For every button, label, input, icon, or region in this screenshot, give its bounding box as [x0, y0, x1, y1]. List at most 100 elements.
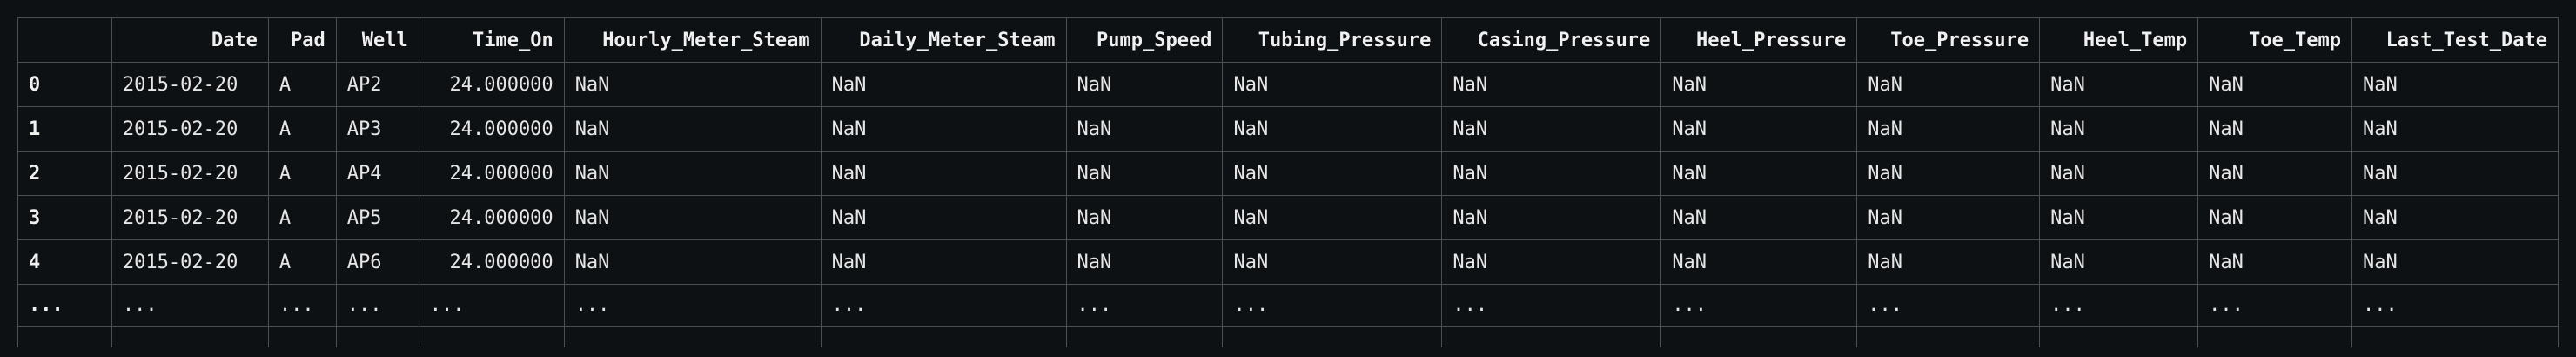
table-cell-stub — [1222, 326, 1443, 347]
table-cell: 2015-02-20 — [111, 195, 269, 240]
header-row: Date Pad Well Time_On Hourly_Meter_Steam… — [17, 17, 2559, 63]
table-cell: 2015-02-20 — [111, 239, 269, 285]
column-header-heel-temp: Heel_Temp — [2039, 17, 2199, 63]
table-cell-stub — [820, 326, 1067, 347]
column-header-time-on: Time_On — [418, 17, 565, 63]
table-cell: ... — [2351, 284, 2559, 327]
table-cell: ... — [335, 284, 419, 327]
table-cell: NaN — [2039, 62, 2199, 107]
table-cell: NaN — [563, 239, 822, 285]
table-row: 3 2015-02-20 A AP5 24.000000 NaN NaN NaN NaN NaN N… — [17, 195, 2559, 240]
table-cell: NaN — [1441, 239, 1662, 285]
column-header-toe-temp: Toe_Temp — [2197, 17, 2352, 63]
table-cell: NaN — [1222, 195, 1443, 240]
column-header-casing-pressure: Casing_Pressure — [1441, 17, 1662, 63]
column-header-well: Well — [335, 17, 419, 63]
table-cell: NaN — [2351, 195, 2559, 240]
table-cell: 2015-02-20 — [111, 151, 269, 196]
table-cell: NaN — [1065, 62, 1224, 107]
row-index: 3 — [17, 195, 112, 240]
row-index: ... — [17, 284, 112, 327]
index-header — [17, 17, 112, 63]
table-cell: ... — [2197, 284, 2352, 327]
table-cell: ... — [1856, 284, 2041, 327]
table-cell: NaN — [1856, 239, 2041, 285]
row-index: 2 — [17, 151, 112, 196]
table-cell: AP3 — [335, 106, 419, 152]
table-cell: A — [267, 62, 337, 107]
table-cell: NaN — [820, 195, 1067, 240]
table-cell: NaN — [2039, 195, 2199, 240]
table-cell: NaN — [1441, 62, 1662, 107]
column-header-pump-speed: Pump_Speed — [1065, 17, 1224, 63]
table-cell-stub — [267, 326, 337, 347]
table-cell: ... — [111, 284, 269, 327]
table-cell: NaN — [2197, 151, 2352, 196]
table-cell: AP2 — [335, 62, 419, 107]
table-row-stub — [17, 326, 2559, 347]
table-cell: NaN — [1441, 106, 1662, 152]
column-header-toe-pressure: Toe_Pressure — [1856, 17, 2041, 63]
column-header-date: Date — [111, 17, 269, 63]
table-row: 2 2015-02-20 A AP4 24.000000 NaN NaN NaN NaN NaN N… — [17, 151, 2559, 196]
table-cell: 24.000000 — [418, 62, 565, 107]
table-cell: NaN — [563, 106, 822, 152]
table-cell: NaN — [2351, 151, 2559, 196]
table-cell: NaN — [820, 106, 1067, 152]
table-cell: NaN — [1660, 151, 1858, 196]
table-cell-stub — [418, 326, 565, 347]
table-cell: NaN — [1065, 195, 1224, 240]
table-cell: NaN — [820, 151, 1067, 196]
row-index: 1 — [17, 106, 112, 152]
table-cell-stub — [1856, 326, 2041, 347]
row-index: 4 — [17, 239, 112, 285]
table-cell: NaN — [1222, 62, 1443, 107]
table-cell: ... — [1065, 284, 1224, 327]
column-header-daily-meter-steam: Daily_Meter_Steam — [820, 17, 1067, 63]
table-cell: 2015-02-20 — [111, 62, 269, 107]
table-cell: NaN — [2197, 195, 2352, 240]
table-cell: NaN — [1065, 151, 1224, 196]
table-cell: 2015-02-20 — [111, 106, 269, 152]
table-cell-stub — [2351, 326, 2559, 347]
table-cell: NaN — [2351, 106, 2559, 152]
table-cell-stub — [17, 326, 112, 347]
table-cell: 24.000000 — [418, 106, 565, 152]
table-cell: ... — [1222, 284, 1443, 327]
dataframe-table: Date Pad Well Time_On Hourly_Meter_Steam… — [17, 17, 2559, 347]
ellipsis-row: ........................................… — [17, 284, 2559, 327]
table-cell: NaN — [1065, 239, 1224, 285]
table-cell: NaN — [1856, 62, 2041, 107]
table-cell: NaN — [1222, 239, 1443, 285]
table-cell: A — [267, 106, 337, 152]
table-cell: AP4 — [335, 151, 419, 196]
table-row: 1 2015-02-20 A AP3 24.000000 NaN NaN NaN NaN NaN N… — [17, 106, 2559, 152]
table-cell: NaN — [1065, 106, 1224, 152]
column-header-tubing-pressure: Tubing_Pressure — [1222, 17, 1443, 63]
table-cell-stub — [1660, 326, 1858, 347]
table-cell-stub — [2039, 326, 2199, 347]
table-cell: NaN — [2039, 151, 2199, 196]
column-header-hourly-meter-steam: Hourly_Meter_Steam — [563, 17, 822, 63]
dataframe-output: Date Pad Well Time_On Hourly_Meter_Steam… — [17, 17, 2559, 348]
table-cell-stub — [2197, 326, 2352, 347]
table-cell: NaN — [2039, 106, 2199, 152]
table-cell: NaN — [563, 195, 822, 240]
table-cell: ... — [1441, 284, 1662, 327]
table-cell: NaN — [1441, 151, 1662, 196]
table-cell: NaN — [1856, 195, 2041, 240]
table-cell: NaN — [1856, 106, 2041, 152]
row-index: 0 — [17, 62, 112, 107]
table-cell: 24.000000 — [418, 239, 565, 285]
table-cell: NaN — [563, 62, 822, 107]
column-header-pad: Pad — [267, 17, 337, 63]
table-cell: ... — [418, 284, 565, 327]
table-cell-stub — [111, 326, 269, 347]
table-cell: NaN — [2351, 62, 2559, 107]
table-cell: NaN — [1660, 239, 1858, 285]
table-cell: NaN — [2039, 239, 2199, 285]
table-cell: ... — [820, 284, 1067, 327]
table-cell: A — [267, 239, 337, 285]
table-row: 0 2015-02-20 A AP2 24.000000 NaN NaN NaN NaN NaN N… — [17, 62, 2559, 107]
table-cell: NaN — [1660, 62, 1858, 107]
